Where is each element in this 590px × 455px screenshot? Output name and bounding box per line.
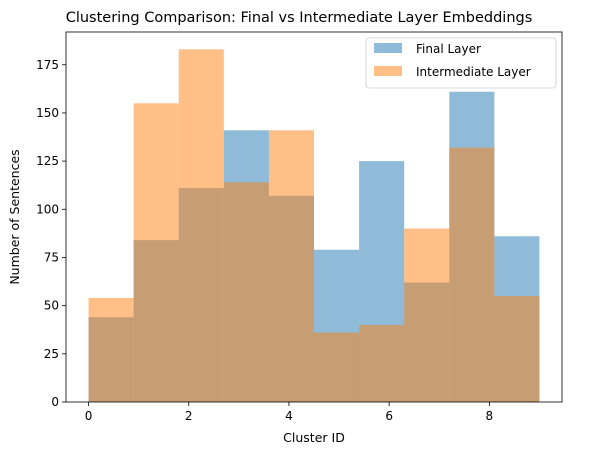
legend: Final Layer Intermediate Layer [365, 37, 557, 89]
intermediate-layer-bar-8 [449, 147, 495, 402]
y-tick-label: 125 [36, 154, 59, 168]
x-tick-label: 6 [385, 409, 393, 423]
plot-area-frame [65, 31, 563, 403]
intermediate-layer-bar-2 [178, 49, 224, 402]
x-tick-label: 8 [486, 409, 494, 423]
x-axis-ticks: 0 2 4 6 8 [85, 402, 493, 423]
chart-title: Clustering Comparison: Final vs Intermed… [66, 10, 533, 26]
intermediate-layer-bar-9 [494, 296, 540, 402]
intermediate-layer-bar-1 [133, 103, 179, 402]
intermediate-layer-bar-7 [404, 228, 450, 402]
y-tick-label: 175 [36, 58, 59, 72]
legend-label-intermediate-layer: Intermediate Layer [416, 65, 531, 79]
intermediate-layer-bar-3 [223, 182, 269, 402]
intermediate-layer-bars [88, 49, 540, 402]
y-tick-label: 0 [51, 395, 59, 409]
x-tick-label: 0 [85, 409, 93, 423]
x-tick-label: 4 [285, 409, 293, 423]
x-tick-label: 2 [185, 409, 193, 423]
intermediate-layer-bar-0 [88, 297, 134, 402]
legend-swatch-final-layer [374, 43, 402, 53]
legend-label-final-layer: Final Layer [416, 42, 481, 56]
y-tick-label: 50 [44, 299, 59, 313]
intermediate-layer-bar-6 [359, 324, 405, 402]
intermediate-layer-bar-4 [268, 130, 314, 402]
y-axis-label: Number of Sentences [7, 149, 22, 284]
y-tick-label: 100 [36, 202, 59, 216]
x-axis-label: Cluster ID [283, 430, 345, 445]
y-axis-ticks: 0 25 50 75 100 125 150 175 [36, 58, 66, 409]
y-tick-label: 25 [44, 347, 59, 361]
intermediate-layer-bar-5 [314, 332, 360, 402]
y-tick-label: 150 [36, 106, 59, 120]
y-tick-label: 75 [44, 250, 59, 264]
legend-frame [365, 37, 557, 89]
legend-swatch-intermediate-layer [374, 66, 402, 76]
